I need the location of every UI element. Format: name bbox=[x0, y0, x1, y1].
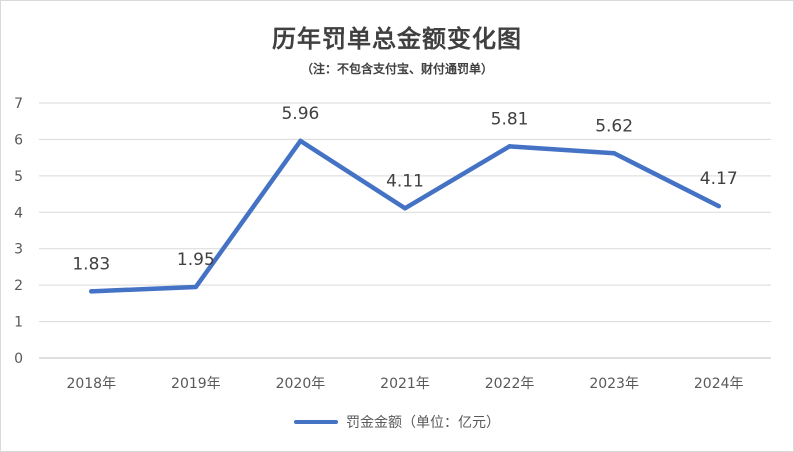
y-tick-label: 2 bbox=[14, 278, 23, 294]
x-tick-label: 2023年 bbox=[589, 376, 639, 392]
data-point bbox=[402, 206, 408, 211]
x-tick-label: 2020年 bbox=[276, 376, 326, 392]
legend-label: 罚金金额（单位：亿元） bbox=[346, 415, 500, 431]
y-tick-label: 5 bbox=[14, 169, 23, 185]
chart-title: 历年罚单总金额变化图 bbox=[272, 25, 522, 53]
y-tick-label: 1 bbox=[14, 315, 23, 331]
data-label: 1.83 bbox=[72, 254, 110, 274]
data-label: 5.81 bbox=[491, 109, 529, 129]
x-tick-label: 2024年 bbox=[694, 376, 744, 392]
legend-line-swatch bbox=[294, 420, 338, 424]
chart-subtitle: （注：不包含支付宝、财付通罚单） bbox=[300, 62, 493, 76]
data-point bbox=[298, 138, 303, 144]
data-label: 1.95 bbox=[177, 250, 215, 270]
data-point bbox=[507, 144, 512, 149]
data-point bbox=[611, 151, 617, 156]
x-tick-label: 2022年 bbox=[485, 376, 535, 392]
x-tick-label: 2018年 bbox=[66, 376, 116, 392]
y-tick-label: 0 bbox=[14, 351, 23, 367]
y-tick-label: 6 bbox=[14, 132, 23, 148]
data-label: 5.62 bbox=[595, 116, 633, 136]
x-tick-label: 2021年 bbox=[380, 376, 430, 392]
data-label: 4.11 bbox=[386, 171, 424, 191]
y-tick-label: 3 bbox=[14, 242, 23, 258]
data-label: 5.96 bbox=[281, 104, 319, 124]
x-tick-label: 2019年 bbox=[171, 376, 221, 392]
data-point bbox=[89, 289, 94, 294]
legend: 罚金金额（单位：亿元） bbox=[1, 412, 793, 432]
y-tick-label: 7 bbox=[14, 96, 23, 112]
data-point bbox=[716, 203, 721, 209]
data-point bbox=[193, 284, 199, 290]
y-tick-label: 4 bbox=[14, 205, 23, 221]
data-label: 4.17 bbox=[700, 169, 738, 189]
